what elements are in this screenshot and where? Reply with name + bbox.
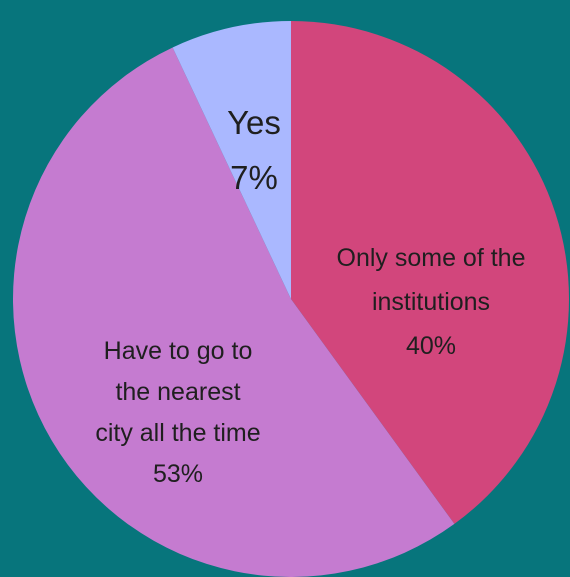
slice-label-line: Yes [227,104,281,141]
slice-label-only-some: Only some of the institutions 40% [337,244,526,360]
pie-slice-1 [13,47,455,577]
slice-label-line: institutions [372,288,490,316]
slice-label-line: Have to go to [104,337,253,365]
slice-label-line: the nearest [115,378,240,406]
slice-label-line: Only some of the [337,244,526,272]
slice-label-line: city all the time [95,419,260,447]
slice-label-yes: Yes 7% [227,104,281,196]
pie-slices [13,21,570,577]
slice-value-label: 40% [406,332,456,360]
slice-value-label: 7% [230,159,278,196]
slice-value-label: 53% [153,460,203,488]
pie-slice-0 [291,21,570,524]
slice-label-nearest-city: Have to go to the nearest city all the t… [95,337,260,488]
pie-slice-2 [172,21,291,299]
